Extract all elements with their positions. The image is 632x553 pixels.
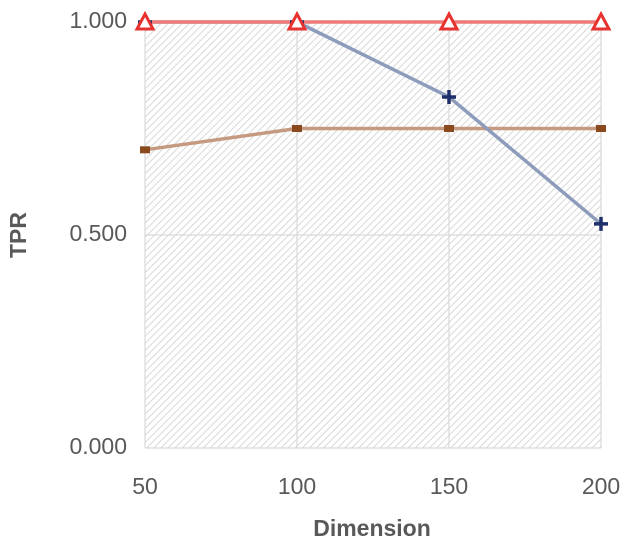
marker: [596, 125, 606, 132]
series-line: [144, 126, 601, 152]
marker: [590, 10, 612, 31]
marker: [292, 125, 302, 132]
marker: [594, 216, 608, 231]
y-tick-label: 0.500: [69, 220, 127, 246]
marker: [140, 146, 150, 154]
marker: [134, 10, 156, 31]
marker: [444, 125, 454, 132]
marker: [442, 89, 456, 104]
x-tick-label: 100: [278, 473, 316, 499]
y-axis-title: TPR: [5, 212, 31, 258]
marker: [286, 10, 308, 31]
x-tick-label: 50: [132, 473, 158, 499]
x-axis-title: Dimension: [313, 515, 431, 541]
y-tick-label: 0.000: [69, 433, 127, 459]
y-tick-label: 1.000: [69, 7, 127, 33]
x-tick-label: 200: [582, 473, 620, 499]
x-tick-label: 150: [430, 473, 468, 499]
marker: [438, 10, 460, 31]
